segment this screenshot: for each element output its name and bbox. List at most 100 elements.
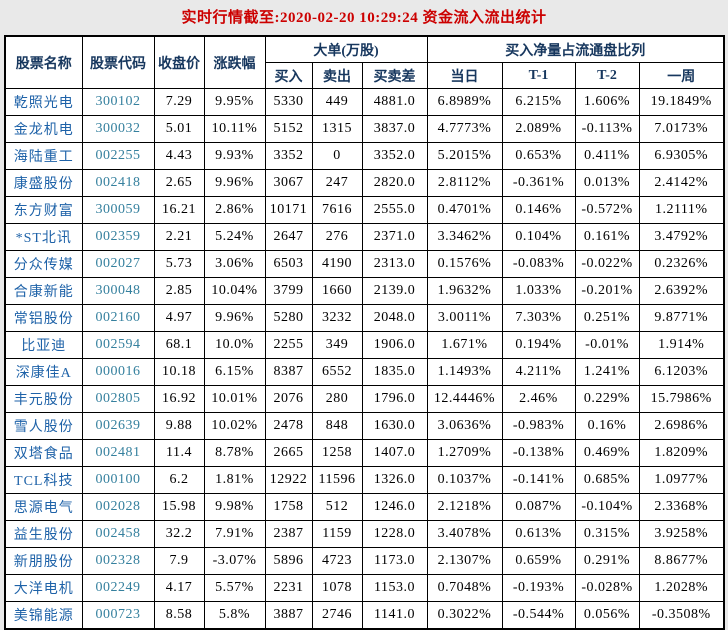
- sell-volume-cell: 0: [311, 142, 363, 170]
- sell-volume-cell: 4723: [311, 547, 363, 575]
- week-ratio-cell: 1.2111%: [638, 196, 725, 224]
- sell-volume-cell: 349: [311, 331, 363, 359]
- stock-code-cell: 000100: [81, 466, 155, 494]
- close-price-cell: 6.2: [153, 466, 205, 494]
- week-ratio-cell: 3.9258%: [638, 520, 725, 548]
- change-percent-cell: 10.01%: [203, 385, 266, 413]
- day-ratio-cell: 12.4446%: [426, 385, 503, 413]
- buy-volume-cell: 2076: [264, 385, 313, 413]
- day-ratio-cell: 3.0011%: [426, 304, 503, 332]
- stock-name-cell: 海陆重工: [4, 142, 83, 170]
- buy-sell-diff-cell: 1173.0: [361, 547, 428, 575]
- change-percent-cell: 3.06%: [203, 250, 266, 278]
- sell-volume-cell: 1078: [311, 574, 363, 602]
- week-ratio-cell: 1.8209%: [638, 439, 725, 467]
- change-percent-cell: 5.57%: [203, 574, 266, 602]
- buy-volume-cell: 5280: [264, 304, 313, 332]
- stock-code-cell: 002328: [81, 547, 155, 575]
- sell-volume-cell: 4190: [311, 250, 363, 278]
- table-row: 雪人股份 002639 9.88 10.02% 2478 848 1630.0 3.0636%…: [4, 412, 725, 440]
- close-price-cell: 2.85: [153, 277, 205, 305]
- day-ratio-cell: 1.9632%: [426, 277, 503, 305]
- close-price-cell: 10.18: [153, 358, 205, 386]
- t2-ratio-cell: -0.201%: [574, 277, 640, 305]
- close-price-cell: 2.65: [153, 169, 205, 197]
- buy-sell-diff-cell: 2555.0: [361, 196, 428, 224]
- stock-code-cell: 300059: [81, 196, 155, 224]
- buy-volume-cell: 5896: [264, 547, 313, 575]
- stock-name-cell: 金龙机电: [4, 115, 83, 143]
- close-price-cell: 5.01: [153, 115, 205, 143]
- buy-volume-cell: 1758: [264, 493, 313, 521]
- t2-ratio-cell: -0.572%: [574, 196, 640, 224]
- stock-name-cell: 合康新能: [4, 277, 83, 305]
- day-ratio-cell: 3.3462%: [426, 223, 503, 251]
- stock-name-cell: TCL科技: [4, 466, 83, 494]
- column-header-stock-name: 股票名称: [4, 35, 83, 89]
- close-price-cell: 32.2: [153, 520, 205, 548]
- week-ratio-cell: 3.4792%: [638, 223, 725, 251]
- t2-ratio-cell: 0.291%: [574, 547, 640, 575]
- table-row: *ST北讯 002359 2.21 5.24% 2647 276 2371.0 3.3462%…: [4, 223, 725, 251]
- stock-name-cell: 东方财富: [4, 196, 83, 224]
- table-row: 比亚迪 002594 68.1 10.0% 2255 349 1906.0 1.671% 0.1…: [4, 331, 725, 359]
- table-row: 丰元股份 002805 16.92 10.01% 2076 280 1796.0 12.444…: [4, 385, 725, 413]
- day-ratio-cell: 6.8989%: [426, 88, 503, 116]
- stock-name-cell: 乾照光电: [4, 88, 83, 116]
- buy-sell-diff-cell: 1796.0: [361, 385, 428, 413]
- stock-code-cell: 002249: [81, 574, 155, 602]
- sell-volume-cell: 848: [311, 412, 363, 440]
- table-row: TCL科技 000100 6.2 1.81% 12922 11596 1326.0 0.103…: [4, 466, 725, 494]
- capital-flow-table: 股票名称 股票代码 收盘价 涨跌幅 大单(万股) 买入净量占流通盘比列 买入 卖…: [4, 35, 725, 630]
- t2-ratio-cell: -0.104%: [574, 493, 640, 521]
- table-row: 分众传媒 002027 5.73 3.06% 6503 4190 2313.0 0.1576%…: [4, 250, 725, 278]
- buy-volume-cell: 3799: [264, 277, 313, 305]
- week-ratio-cell: 0.2326%: [638, 250, 725, 278]
- change-percent-cell: 9.96%: [203, 304, 266, 332]
- week-ratio-cell: 2.3368%: [638, 493, 725, 521]
- t1-ratio-cell: 7.303%: [501, 304, 576, 332]
- t1-ratio-cell: -0.544%: [501, 601, 576, 630]
- change-percent-cell: -3.07%: [203, 547, 266, 575]
- stock-name-cell: *ST北讯: [4, 223, 83, 251]
- t1-ratio-cell: 0.659%: [501, 547, 576, 575]
- change-percent-cell: 5.24%: [203, 223, 266, 251]
- buy-volume-cell: 2478: [264, 412, 313, 440]
- column-header-buy: 买入: [264, 62, 313, 89]
- change-percent-cell: 1.81%: [203, 466, 266, 494]
- t1-ratio-cell: -0.983%: [501, 412, 576, 440]
- t2-ratio-cell: 0.161%: [574, 223, 640, 251]
- t1-ratio-cell: -0.138%: [501, 439, 576, 467]
- buy-sell-diff-cell: 4881.0: [361, 88, 428, 116]
- day-ratio-cell: 1.2709%: [426, 439, 503, 467]
- column-header-diff: 买卖差: [361, 62, 428, 89]
- buy-volume-cell: 2647: [264, 223, 313, 251]
- t2-ratio-cell: -0.01%: [574, 331, 640, 359]
- table-row: 东方财富 300059 16.21 2.86% 10171 7616 2555.0 0.470…: [4, 196, 725, 224]
- buy-volume-cell: 3067: [264, 169, 313, 197]
- change-percent-cell: 9.93%: [203, 142, 266, 170]
- change-percent-cell: 10.02%: [203, 412, 266, 440]
- t2-ratio-cell: 0.469%: [574, 439, 640, 467]
- column-header-change-percent: 涨跌幅: [203, 35, 266, 89]
- buy-sell-diff-cell: 2048.0: [361, 304, 428, 332]
- t2-ratio-cell: 0.685%: [574, 466, 640, 494]
- close-price-cell: 4.97: [153, 304, 205, 332]
- change-percent-cell: 10.0%: [203, 331, 266, 359]
- table-row: 乾照光电 300102 7.29 9.95% 5330 449 4881.0 6.8989% 6…: [4, 88, 725, 116]
- sell-volume-cell: 247: [311, 169, 363, 197]
- change-percent-cell: 9.95%: [203, 88, 266, 116]
- column-header-sell: 卖出: [311, 62, 363, 89]
- close-price-cell: 5.73: [153, 250, 205, 278]
- stock-name-cell: 丰元股份: [4, 385, 83, 413]
- buy-volume-cell: 5330: [264, 88, 313, 116]
- change-percent-cell: 10.04%: [203, 277, 266, 305]
- buy-volume-cell: 5152: [264, 115, 313, 143]
- t1-ratio-cell: -0.083%: [501, 250, 576, 278]
- t1-ratio-cell: 0.613%: [501, 520, 576, 548]
- buy-sell-diff-cell: 1153.0: [361, 574, 428, 602]
- table-row: 新朋股份 002328 7.9 -3.07% 5896 4723 1173.0 2.1307%…: [4, 547, 725, 575]
- t2-ratio-cell: 0.056%: [574, 601, 640, 630]
- buy-volume-cell: 3887: [264, 601, 313, 630]
- buy-sell-diff-cell: 1228.0: [361, 520, 428, 548]
